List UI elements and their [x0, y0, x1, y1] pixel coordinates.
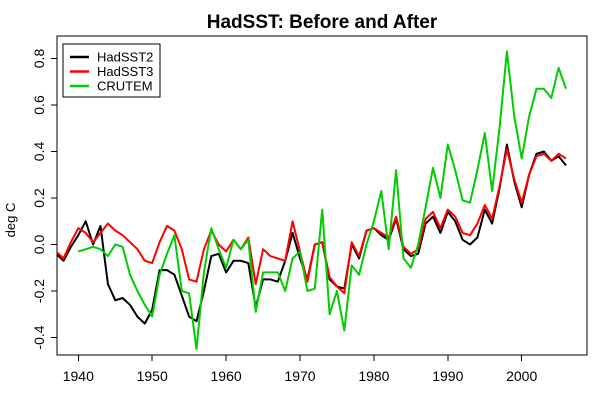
- y-tick-label: -0.4: [31, 325, 47, 349]
- x-tick-label: 1960: [211, 368, 242, 384]
- x-tick-label: 1950: [137, 368, 168, 384]
- legend-label: HadSST3: [97, 64, 153, 79]
- legend-label: HadSST2: [97, 50, 153, 65]
- series-hadsst3-line: [57, 148, 567, 295]
- y-axis-title: deg C: [3, 203, 18, 238]
- y-axis: -0.4 -0.2 0.0 0.2 0.4 0.6 0.8: [31, 49, 57, 350]
- legend-label: CRUTEM: [97, 79, 153, 94]
- x-tick-label: 1940: [63, 368, 94, 384]
- plot-border: [56, 35, 588, 356]
- legend-border: [62, 43, 161, 98]
- x-tick-label: 1990: [432, 368, 463, 384]
- series-lines: [57, 50, 567, 351]
- y-tick-label: -0.2: [31, 279, 47, 303]
- x-tick-label: 1980: [358, 368, 389, 384]
- chart-title: HadSST: Before and After: [207, 12, 438, 33]
- y-tick-label: 0.6: [31, 95, 47, 115]
- y-tick-label: 0.8: [31, 49, 47, 69]
- y-tick-label: 0.4: [31, 142, 47, 162]
- series-crutem-line: [78, 50, 567, 351]
- x-axis: 1940 1950 1960 1970 1980 1990 2000: [63, 355, 537, 384]
- x-tick-label: 2000: [506, 368, 537, 384]
- y-tick-label: 0.0: [31, 235, 47, 255]
- y-tick-label: 0.2: [31, 188, 47, 208]
- x-tick-label: 1970: [284, 368, 315, 384]
